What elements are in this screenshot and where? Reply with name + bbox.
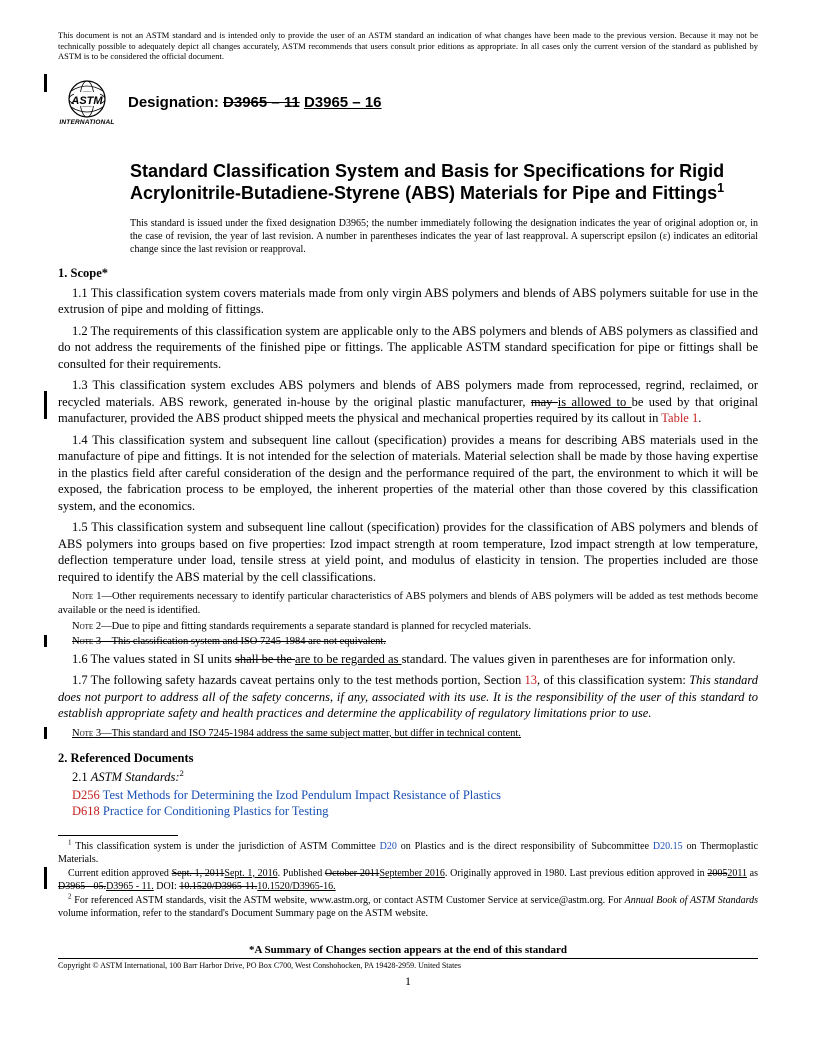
revision-bar <box>44 391 47 419</box>
disclaimer-text: This document is not an ASTM standard an… <box>58 30 758 62</box>
note-3-new: Note 3—This standard and ISO 7245-1984 a… <box>58 727 758 741</box>
ref-d618: D618 Practice for Conditioning Plastics … <box>58 804 758 819</box>
logo-subtext: INTERNATIONAL <box>59 119 114 126</box>
footnote-2: 2 For referenced ASTM standards, visit t… <box>58 894 758 920</box>
committee-d20-link[interactable]: D20 <box>380 841 397 852</box>
subsection-2-1: 2.1 ASTM Standards:2 <box>58 770 758 785</box>
revision-bar <box>44 74 47 92</box>
section-2-heading: 2. Referenced Documents <box>58 751 758 766</box>
table-1-link[interactable]: Table 1 <box>661 411 698 425</box>
para-1-6: 1.6 The values stated in SI units shall … <box>58 651 758 668</box>
subcommittee-d2015-link[interactable]: D20.15 <box>653 841 683 852</box>
designation-new: D3965 – 16 <box>304 94 382 111</box>
summary-of-changes-note: *A Summary of Changes section appears at… <box>58 944 758 956</box>
section-13-link[interactable]: 13 <box>525 673 538 687</box>
note-1: Note 1—Other requirements necessary to i… <box>58 590 758 617</box>
para-1-1: 1.1 This classification system covers ma… <box>58 285 758 318</box>
svg-text:ASTM: ASTM <box>70 95 103 107</box>
footnote-1: 1 This classification system is under th… <box>58 840 758 866</box>
para-1-7: 1.7 The following safety hazards caveat … <box>58 672 758 722</box>
document-title: Standard Classification System and Basis… <box>130 160 758 205</box>
copyright-line: Copyright © ASTM International, 100 Barr… <box>58 958 758 970</box>
ref-d256-code[interactable]: D256 <box>72 788 100 802</box>
footnote-1b: Current edition approved Sept. 1, 2011Se… <box>58 867 758 893</box>
ref-d618-title[interactable]: Practice for Conditioning Plastics for T… <box>100 804 329 818</box>
page-container: This document is not an ASTM standard an… <box>0 0 816 1009</box>
page-number: 1 <box>58 974 758 989</box>
revision-bar <box>44 635 47 647</box>
revision-bar <box>44 867 47 889</box>
ref-d256-title[interactable]: Test Methods for Determining the Izod Pe… <box>100 788 501 802</box>
note-3-old: Note 3—This classification system and IS… <box>58 635 758 649</box>
note-2: Note 2—Due to pipe and fitting standards… <box>58 620 758 634</box>
para-1-4: 1.4 This classification system and subse… <box>58 432 758 515</box>
header-row: ASTM INTERNATIONAL Designation: D3965 – … <box>58 74 758 132</box>
para-1-3: 1.3 This classification system excludes … <box>58 377 758 427</box>
astm-logo-icon: ASTM <box>63 79 111 121</box>
section-1-heading: 1. Scope* <box>58 266 758 281</box>
designation-old: D3965 – 11 <box>223 94 300 111</box>
designation-line: Designation: D3965 – 11 D3965 – 16 <box>128 94 382 111</box>
ref-d618-code[interactable]: D618 <box>72 804 100 818</box>
title-block: Standard Classification System and Basis… <box>130 160 758 256</box>
revision-bar <box>44 727 47 739</box>
astm-logo: ASTM INTERNATIONAL <box>58 74 116 132</box>
para-1-5: 1.5 This classification system and subse… <box>58 519 758 585</box>
designation-label: Designation: <box>128 94 223 111</box>
title-footnote-ref: 1 <box>717 181 724 195</box>
para-1-2: 1.2 The requirements of this classificat… <box>58 323 758 373</box>
issuance-note: This standard is issued under the fixed … <box>130 217 758 256</box>
ref-d256: D256 Test Methods for Determining the Iz… <box>58 788 758 803</box>
